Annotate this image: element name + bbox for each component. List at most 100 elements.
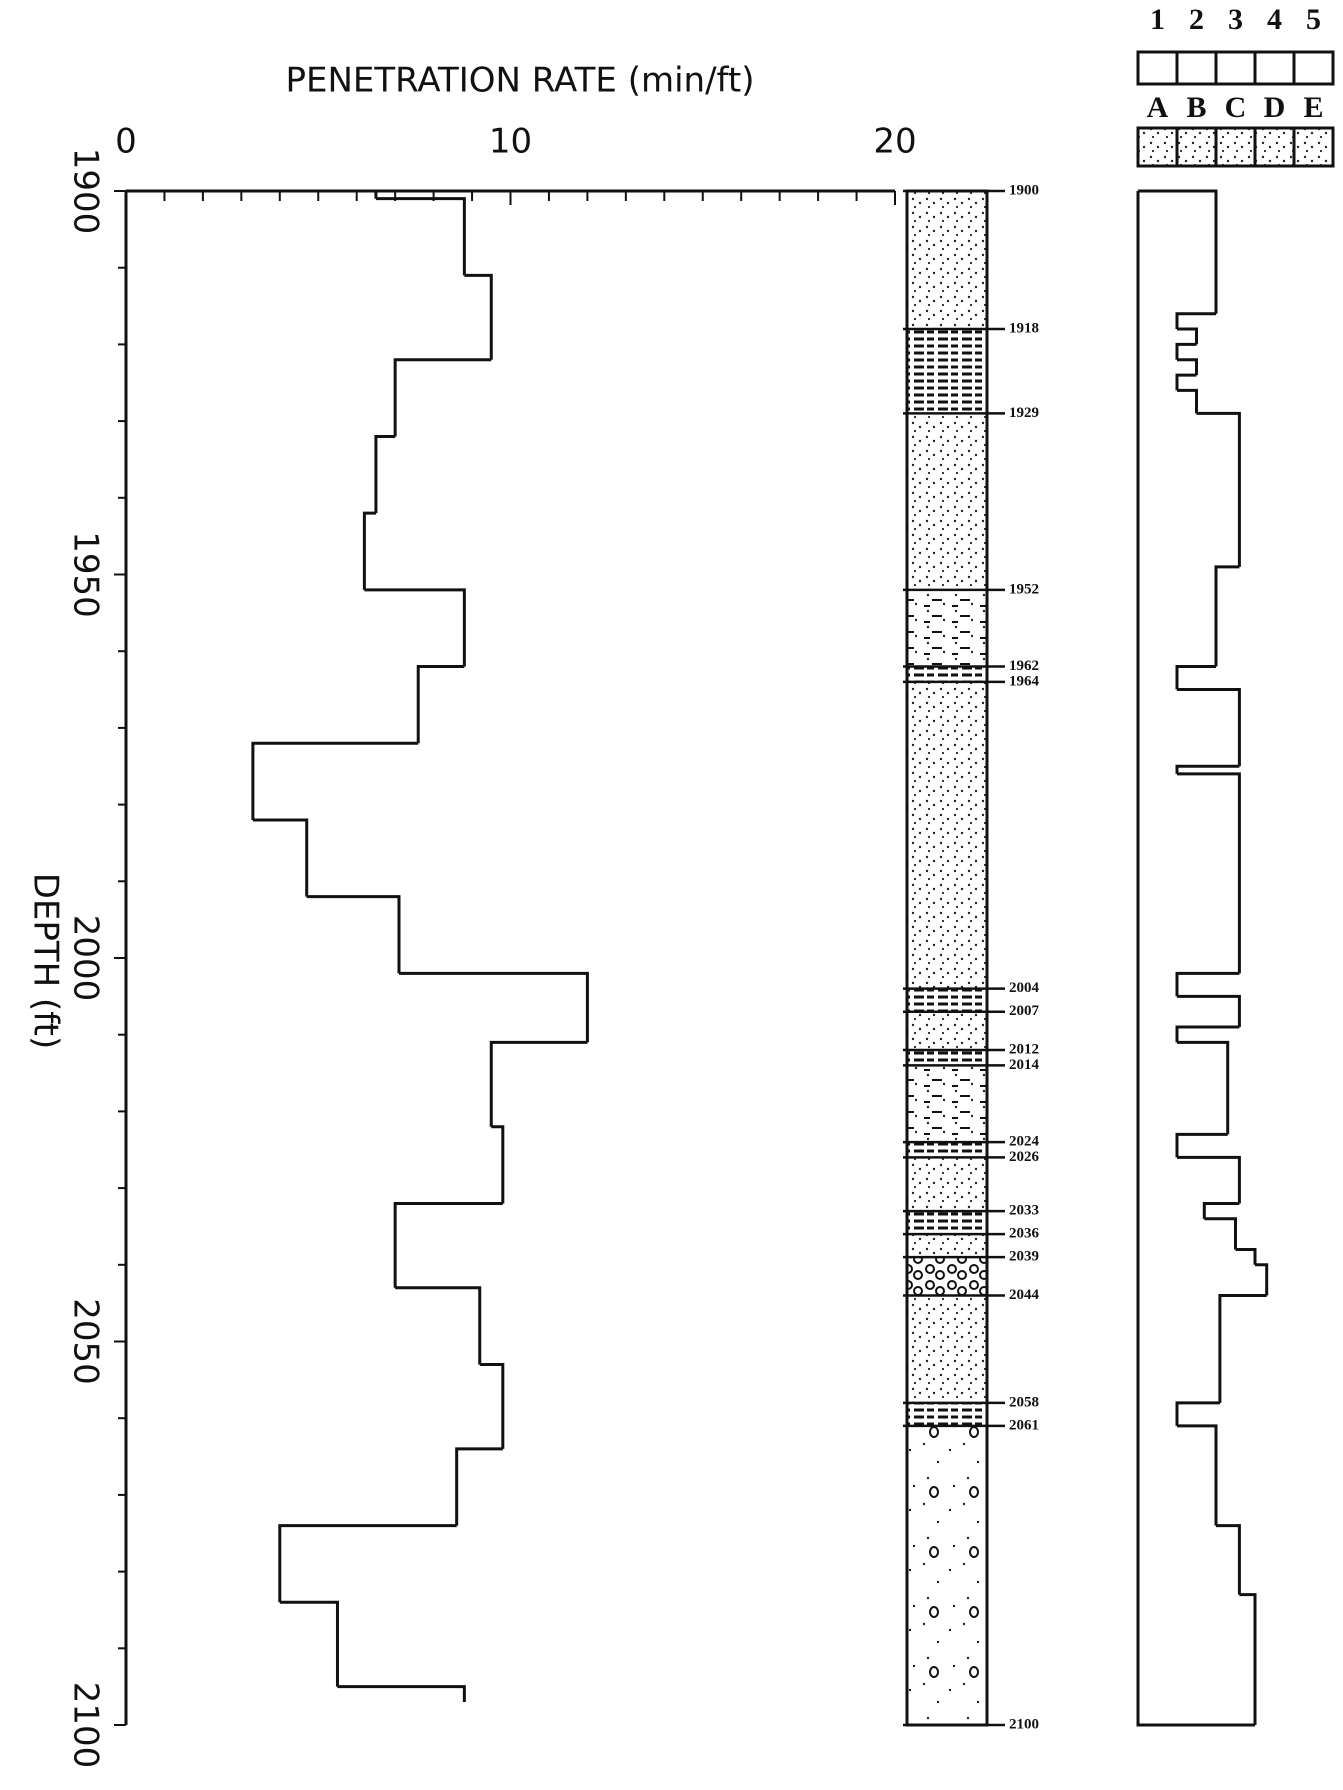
y-tick-label: 2000 — [66, 915, 106, 1002]
lithology-layer — [907, 989, 987, 1012]
lithology-layer — [907, 1050, 987, 1065]
figure: PENETRATION RATE (min/ft) DEPTH (ft) 010… — [0, 0, 1343, 1790]
legend-letter: A — [1147, 91, 1169, 124]
legend-number: 2 — [1189, 3, 1204, 36]
step-segment — [376, 199, 464, 276]
legend-number: 4 — [1267, 3, 1282, 36]
step-segment — [491, 1042, 587, 1126]
step-segment — [364, 513, 376, 590]
step-segment — [464, 275, 491, 359]
lithology-layer — [907, 1012, 987, 1050]
boundary-label: 2033 — [1009, 1203, 1039, 1219]
lithology-layer — [907, 590, 987, 667]
legend-letter: B — [1186, 91, 1206, 124]
boundary-label: 1952 — [1009, 581, 1039, 597]
boundary-label: 1962 — [1009, 658, 1039, 674]
lithology-layer — [907, 682, 987, 989]
step-segment — [1204, 1219, 1235, 1250]
legend-number: 5 — [1306, 3, 1321, 36]
step-segment — [1177, 1403, 1220, 1426]
lithology-layer — [907, 1157, 987, 1211]
step-segment — [1177, 973, 1239, 996]
lithology-layer — [907, 413, 987, 589]
step-segment — [1239, 1595, 1255, 1725]
lithology-layer — [907, 1142, 987, 1157]
step-segment — [1177, 390, 1197, 413]
lithology-layer — [907, 329, 987, 413]
column-outline — [1138, 191, 1255, 1725]
step-segment — [364, 590, 464, 667]
step-segment — [1177, 774, 1239, 973]
x-tick-label: 10 — [489, 122, 532, 162]
legend-box — [1255, 52, 1294, 84]
step-segment — [457, 1449, 503, 1526]
boundary-label: 2061 — [1009, 1417, 1039, 1433]
step-segment — [480, 1365, 503, 1449]
legend-sand-box — [1138, 128, 1177, 166]
step-segment — [1177, 329, 1197, 344]
lithology-layer — [907, 191, 987, 329]
step-segment — [1177, 1134, 1228, 1157]
boundary-label: 2036 — [1009, 1226, 1040, 1242]
legend-letter: D — [1264, 91, 1286, 124]
y-tick-label: 2100 — [66, 1682, 106, 1769]
step-segment — [1177, 1042, 1228, 1134]
boundary-label: 1900 — [1009, 182, 1039, 198]
step-segment — [1177, 344, 1197, 359]
step-segment — [337, 1687, 464, 1702]
step-segment — [395, 360, 491, 437]
step-segment — [280, 1602, 338, 1686]
lithology-layer — [907, 1403, 987, 1426]
step-segment — [1236, 1249, 1256, 1264]
step-segment — [1216, 567, 1239, 667]
boundary-label: 2058 — [1009, 1394, 1039, 1410]
boundary-label: 2007 — [1009, 1003, 1040, 1019]
boundary-label: 2100 — [1009, 1716, 1039, 1732]
step-segment — [1177, 360, 1197, 375]
legend-box — [1294, 52, 1333, 84]
boundary-label: 2014 — [1009, 1057, 1040, 1073]
boundary-label: 2004 — [1009, 980, 1040, 996]
lithology-layer — [907, 667, 987, 682]
step-segment — [1177, 314, 1216, 329]
page: PENETRATION RATE (min/ft) DEPTH (ft) 010… — [0, 0, 1343, 1790]
step-segment — [1204, 1203, 1239, 1218]
step-segment — [1177, 996, 1239, 1027]
legend-sand-box — [1216, 128, 1255, 166]
step-segment — [1255, 1265, 1267, 1296]
step-segment — [1138, 191, 1216, 314]
legend-box — [1216, 52, 1255, 84]
step-segment — [1177, 667, 1216, 690]
legend-sand-box — [1177, 128, 1216, 166]
lithology-layer — [907, 1234, 987, 1257]
lithology-layer — [907, 1211, 987, 1234]
lithology-layer — [907, 1257, 987, 1295]
step-segment — [1220, 1295, 1267, 1402]
step-segment — [1177, 375, 1197, 390]
legend-number: 1 — [1150, 3, 1165, 36]
boundary-label: 2026 — [1009, 1149, 1040, 1165]
y-tick-label: 2050 — [66, 1298, 106, 1385]
boundary-label: 1918 — [1009, 320, 1039, 336]
step-segment — [280, 1526, 457, 1603]
y-tick-label: 1900 — [66, 148, 106, 235]
legend-box — [1177, 52, 1216, 84]
boundary-label: 2024 — [1009, 1134, 1040, 1150]
legend-sand-box — [1255, 128, 1294, 166]
boundary-label: 1929 — [1009, 405, 1039, 421]
step-segment — [1177, 1157, 1239, 1203]
boundary-label: 1964 — [1009, 673, 1040, 689]
lithology-layer — [907, 1426, 987, 1725]
step-segment — [253, 743, 418, 820]
legend-sand-box — [1294, 128, 1333, 166]
step-segment — [376, 436, 395, 513]
boundary-label: 2039 — [1009, 1249, 1039, 1265]
y-axis-title: DEPTH (ft) — [26, 873, 66, 1050]
x-tick-label: 20 — [873, 122, 916, 162]
step-segment — [1177, 1426, 1216, 1526]
step-segment — [395, 1203, 503, 1287]
step-segment — [399, 973, 587, 1042]
lithology-layer — [907, 1295, 987, 1402]
x-tick-label: 0 — [115, 122, 137, 162]
step-segment — [1177, 690, 1239, 767]
